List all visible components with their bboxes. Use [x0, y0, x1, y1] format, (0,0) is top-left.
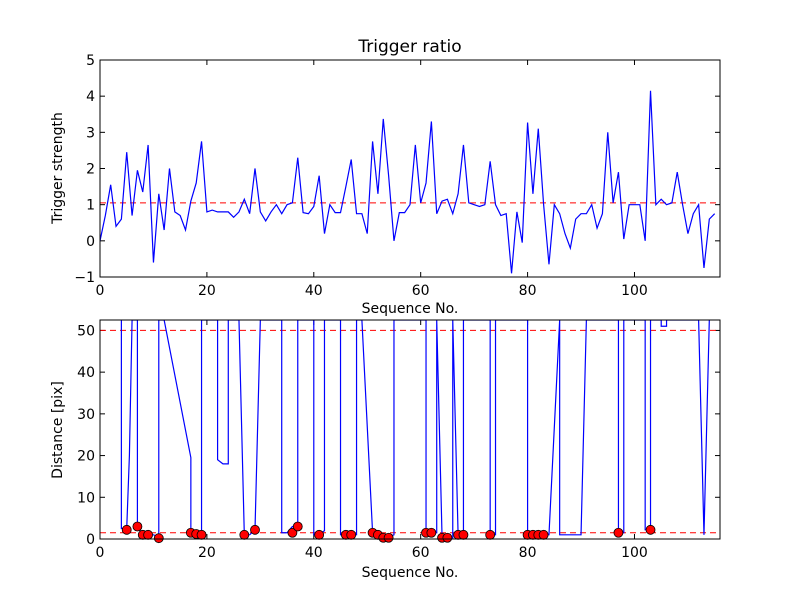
top-chart-ytick-label: 2	[86, 162, 95, 178]
top-chart-xtick-label: 20	[198, 283, 216, 299]
top-chart-ytick-label: 4	[86, 89, 95, 105]
bottom-chart-ytick-label: 20	[77, 449, 95, 465]
bottom-chart-marker-point	[143, 529, 154, 540]
bottom-chart-marker-point	[292, 521, 303, 532]
bottom-chart-marker-point	[538, 529, 549, 540]
bottom-chart-marker-point	[442, 532, 453, 543]
top-chart-xlabel: Sequence No.	[362, 301, 459, 317]
bottom-chart-marker-point	[121, 524, 132, 535]
top-chart-ytick-label: −1	[74, 270, 95, 286]
bottom-chart-xtick-label: 20	[198, 545, 216, 561]
top-chart-frame	[99, 59, 721, 278]
top-chart-title: Trigger ratio	[357, 37, 461, 57]
bottom-chart-frame	[99, 319, 721, 540]
bottom-chart-ytick-label: 30	[77, 407, 95, 423]
bottom-chart-marker-point	[287, 527, 298, 538]
bottom-chart-xtick-label: 100	[621, 545, 648, 561]
top-chart-ytick-label: 5	[86, 53, 95, 69]
bottom-chart-xtick-label: 60	[412, 545, 430, 561]
bottom-chart-ticks: 0 20 40 60 80 100 0 10 20 30 40 50	[77, 320, 720, 561]
bottom-chart-xlabel: Sequence No.	[362, 565, 459, 581]
bottom-chart-xtick-label: 0	[96, 545, 105, 561]
bottom-chart-marker-point	[346, 529, 357, 540]
bottom-chart-ytick-label: 50	[77, 323, 95, 339]
bottom-chart-marker-point	[239, 529, 250, 540]
bottom-chart-marker-point	[250, 524, 260, 535]
bottom-chart-marker-point	[645, 524, 656, 535]
top-chart-xtick-label: 100	[621, 283, 648, 299]
top-chart-xtick-label: 0	[96, 283, 105, 299]
bottom-chart-marker-point	[458, 529, 469, 540]
bottom-chart-marker-point	[314, 529, 325, 540]
bottom-chart-marker-point	[196, 529, 207, 540]
top-chart-xtick-label: 40	[305, 283, 323, 299]
bottom-chart-marker-point	[426, 527, 437, 538]
bottom-chart-ytick-label: 0	[86, 532, 95, 548]
top-chart-xtick-label: 60	[412, 283, 430, 299]
bottom-chart-ylabel: Distance [pix]	[50, 381, 66, 479]
bottom-chart-xtick-label: 40	[305, 545, 323, 561]
bottom-chart-marker-point	[485, 529, 496, 540]
bottom-chart-marker-point	[153, 533, 164, 544]
top-chart-ytick-label: 0	[86, 234, 95, 250]
top-chart-ytick-label: 3	[86, 125, 95, 141]
bottom-chart-xtick-label: 80	[519, 545, 537, 561]
top-chart-ylabel: Trigger strength	[50, 112, 66, 225]
top-chart-series-line	[100, 90, 716, 274]
top-chart-ytick-label: 1	[86, 198, 95, 214]
bottom-chart-marker-point	[383, 532, 394, 543]
bottom-chart-marker-point	[613, 527, 624, 538]
top-chart-xtick-label: 80	[519, 283, 537, 299]
bottom-chart-ytick-label: 10	[77, 490, 95, 506]
bottom-chart-marker-point	[132, 521, 143, 532]
bottom-chart-ytick-label: 40	[77, 365, 95, 381]
